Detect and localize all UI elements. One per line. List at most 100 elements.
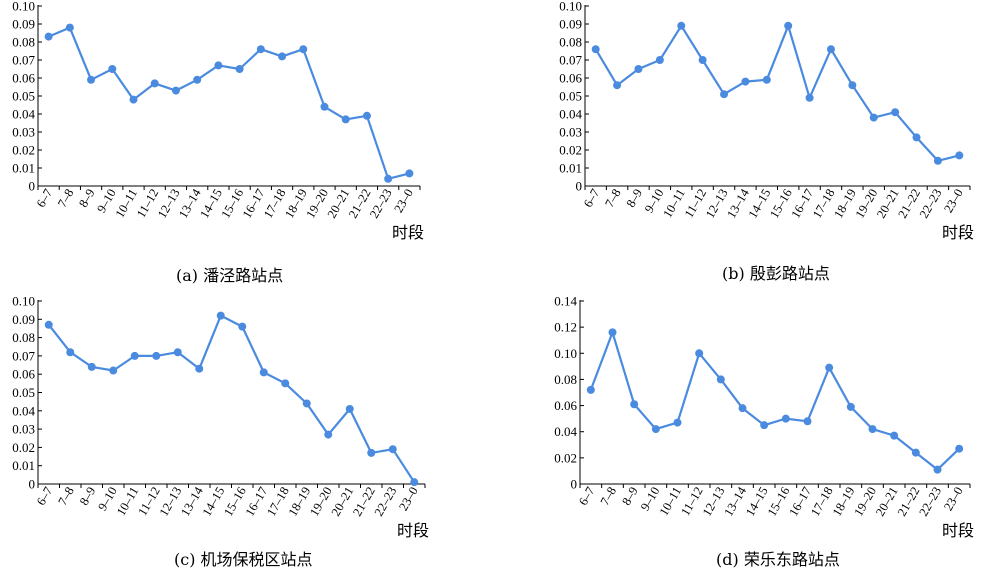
data-point — [130, 351, 139, 360]
y-tick-label: 0.08 — [554, 372, 577, 387]
data-point — [65, 23, 74, 32]
x-axis-label: 时段 — [942, 521, 974, 540]
y-tick-label: 0.06 — [12, 71, 35, 86]
data-point — [173, 348, 182, 357]
y-tick-label: 0.05 — [12, 89, 35, 104]
y-tick-label: 0.10 — [559, 0, 582, 14]
caption-c: (c) 机场保税区站点 — [174, 550, 313, 569]
data-point — [781, 414, 790, 423]
y-tick-label: 0.10 — [554, 346, 577, 361]
y-tick-label: 0.01 — [559, 161, 582, 176]
y-tick-label: 0.07 — [559, 53, 582, 68]
y-tick-label: 0.02 — [12, 143, 35, 158]
data-point — [805, 93, 814, 102]
data-point — [388, 445, 397, 454]
x-tick-label: 22–23 — [916, 485, 944, 519]
x-tick-label: 23–0 — [396, 485, 421, 514]
data-point — [760, 421, 769, 430]
y-tick-label: 0.04 — [12, 107, 35, 122]
data-point — [193, 75, 202, 84]
data-point — [826, 45, 835, 54]
x-tick-label: 22–23 — [917, 187, 945, 221]
series-line — [47, 314, 416, 483]
data-point — [716, 375, 725, 384]
y-tick-label: 0 — [29, 477, 36, 492]
y-tick-label: 0.08 — [559, 35, 582, 50]
chart-panel-d: 00.020.040.060.080.100.120.146–7 7–8 8–99–… — [554, 294, 974, 541]
y-tick-label: 0.01 — [12, 161, 35, 176]
data-point — [214, 61, 223, 70]
data-point — [109, 366, 118, 375]
y-tick-label: 0 — [571, 477, 578, 492]
data-point — [384, 174, 393, 183]
y-tick-label: 0.10 — [12, 0, 35, 14]
data-point — [738, 404, 747, 413]
data-point — [720, 90, 729, 99]
data-point — [955, 151, 964, 160]
x-tick-label: 7–8 — [598, 485, 619, 508]
data-point — [216, 311, 225, 320]
x-axis-label: 时段 — [397, 521, 429, 540]
data-point — [324, 430, 333, 439]
data-point — [108, 65, 117, 73]
x-tick-label: 23–0 — [941, 187, 966, 216]
x-tick-label: 7–8 — [55, 485, 76, 508]
data-point — [235, 65, 244, 73]
data-point — [259, 368, 268, 377]
data-point — [912, 133, 921, 142]
data-point — [87, 75, 96, 84]
x-tick-label: 23–0 — [391, 187, 416, 216]
y-tick-label: 0 — [29, 179, 36, 194]
data-point — [44, 32, 53, 41]
data-point — [630, 400, 639, 409]
y-tick-label: 0.06 — [559, 71, 582, 86]
y-tick-label: 0.02 — [559, 143, 582, 158]
data-point — [846, 402, 855, 411]
y-tick-label: 0.01 — [12, 458, 35, 473]
y-tick-label: 0.09 — [559, 17, 582, 32]
y-tick-label: 0.02 — [12, 440, 35, 455]
y-tick-label: 0.04 — [554, 424, 577, 439]
y-tick-label: 0.09 — [12, 312, 35, 327]
x-axis-label: 时段 — [392, 223, 424, 242]
y-tick-label: 0 — [576, 179, 583, 194]
y-tick-label: 0.06 — [554, 398, 577, 413]
chart-panel-b: 0 0.01 0.02 0.03 0.04 0.05 0.06 0.07 0.08 0.09 0.1… — [559, 0, 974, 242]
data-point — [784, 21, 793, 30]
y-tick-label: 0.05 — [559, 89, 582, 104]
data-point — [405, 169, 414, 178]
data-point — [410, 478, 419, 487]
data-point — [890, 431, 899, 440]
caption-a: (a) 潘泾路站点 — [176, 266, 284, 285]
data-point — [278, 52, 287, 61]
data-point — [345, 404, 354, 413]
x-tick-label: 22–23 — [372, 485, 400, 519]
x-tick-label: 6–7 — [581, 187, 602, 210]
x-tick-label: 7–8 — [55, 187, 76, 210]
data-point — [741, 77, 750, 86]
data-point — [825, 363, 834, 372]
data-point — [868, 425, 877, 434]
data-point — [762, 75, 771, 84]
data-point — [66, 348, 75, 357]
x-tick-label: 8–9 — [619, 485, 640, 508]
x-tick-label: 6–7 — [34, 485, 55, 508]
data-point — [341, 115, 350, 124]
series-line — [589, 331, 960, 471]
y-tick-label: 0.03 — [559, 125, 582, 140]
data-point — [651, 425, 660, 434]
data-point — [911, 448, 920, 457]
x-tick-label: 8–9 — [77, 485, 98, 508]
data-point — [152, 351, 161, 360]
data-point — [634, 65, 643, 73]
data-point — [955, 444, 964, 453]
data-point — [195, 364, 204, 373]
data-point — [695, 349, 704, 358]
y-tick-label: 0.03 — [12, 125, 35, 140]
x-axis-label: 时段 — [942, 223, 974, 242]
x-tick-label: 22–23 — [367, 187, 395, 221]
data-point — [367, 448, 376, 457]
y-tick-label: 0.14 — [554, 294, 577, 309]
y-tick-label: 0.03 — [12, 422, 35, 437]
